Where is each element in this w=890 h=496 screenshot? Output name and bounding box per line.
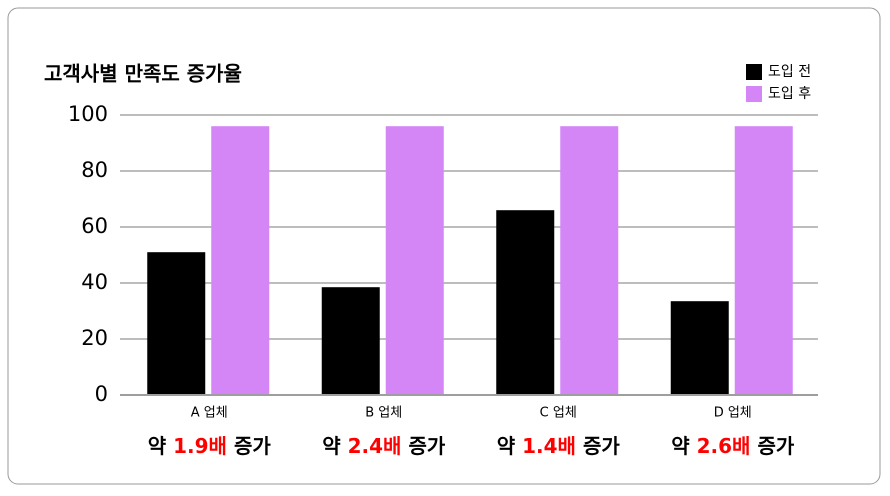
bar <box>211 126 270 395</box>
bar <box>385 126 444 395</box>
legend-label: 도입 전 <box>768 64 811 80</box>
annotation: 약 1.9배 증가 <box>148 434 272 458</box>
x-tick-label: A 업체 <box>191 406 228 421</box>
annotation-prefix: 약 <box>148 434 167 458</box>
annotation-suffix: 증가 <box>757 434 794 458</box>
annotation-prefix: 약 <box>322 434 341 458</box>
bar <box>734 126 793 395</box>
annotation-highlight: 2.4배 <box>348 434 402 458</box>
x-tick-label: C 업체 <box>540 406 577 421</box>
annotation: 약 1.4배 증가 <box>497 434 621 458</box>
bar <box>560 126 619 395</box>
x-tick-label: D 업체 <box>714 406 752 421</box>
legend-swatch <box>746 64 762 80</box>
y-tick-label: 40 <box>81 270 108 294</box>
annotation-suffix: 증가 <box>408 434 445 458</box>
annotation-prefix: 약 <box>671 434 690 458</box>
annotation: 약 2.4배 증가 <box>322 434 446 458</box>
annotation-suffix: 증가 <box>234 434 271 458</box>
annotation-highlight: 2.6배 <box>697 434 751 458</box>
y-tick-label: 0 <box>95 382 108 406</box>
bar <box>496 210 555 395</box>
bar <box>321 287 380 395</box>
y-tick-label: 80 <box>81 158 108 182</box>
x-tick-label: B 업체 <box>365 406 402 421</box>
y-tick-label: 20 <box>81 326 108 350</box>
annotation-highlight: 1.9배 <box>173 434 227 458</box>
y-tick-label: 100 <box>68 102 108 126</box>
annotation-prefix: 약 <box>497 434 516 458</box>
annotation-suffix: 증가 <box>583 434 620 458</box>
chart-title: 고객사별 만족도 증가율 <box>44 62 242 86</box>
legend-label: 도입 후 <box>768 86 811 102</box>
y-tick-label: 60 <box>81 214 108 238</box>
annotation-highlight: 1.4배 <box>522 434 576 458</box>
bar <box>670 301 729 395</box>
legend-swatch <box>746 86 762 102</box>
bar <box>147 252 206 395</box>
annotation: 약 2.6배 증가 <box>671 434 795 458</box>
